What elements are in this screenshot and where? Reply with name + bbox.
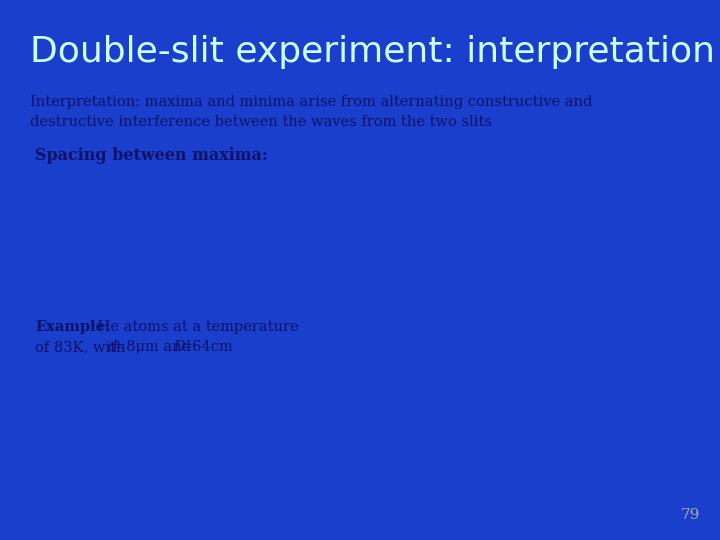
Text: 79: 79: [680, 508, 700, 522]
Text: D: D: [173, 340, 185, 354]
Text: =8μm and: =8μm and: [114, 340, 196, 354]
Text: =64cm: =64cm: [181, 340, 234, 354]
Text: Interpretation: maxima and minima arise from alternating constructive and: Interpretation: maxima and minima arise …: [30, 95, 593, 109]
Text: He atoms at a temperature: He atoms at a temperature: [93, 320, 299, 334]
Text: destructive interference between the waves from the two slits: destructive interference between the wav…: [30, 115, 492, 129]
Text: Double-slit experiment: interpretation: Double-slit experiment: interpretation: [30, 35, 715, 69]
Text: Example:: Example:: [35, 320, 110, 334]
Text: d: d: [108, 340, 117, 354]
Text: of 83K, with: of 83K, with: [35, 340, 130, 354]
Text: Spacing between maxima:: Spacing between maxima:: [35, 147, 268, 164]
